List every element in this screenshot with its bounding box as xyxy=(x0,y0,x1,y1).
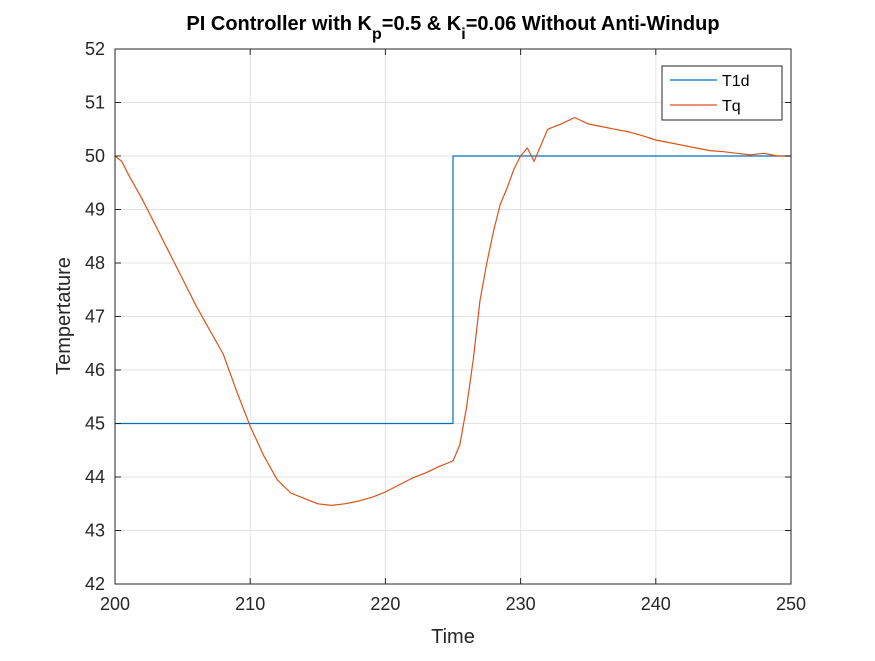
x-tick-label: 220 xyxy=(370,594,400,614)
title-part: PI Controller with K xyxy=(186,13,372,35)
series-line-tq xyxy=(114,116,791,506)
tick-marks xyxy=(114,48,792,585)
y-tick-label: 49 xyxy=(85,200,105,220)
x-tick-label: 230 xyxy=(506,594,536,614)
legend-label-t1d: T1d xyxy=(722,73,750,90)
y-tick-label: 45 xyxy=(85,414,105,434)
x-tick-label: 240 xyxy=(641,594,671,614)
x-tick-label: 200 xyxy=(100,594,130,614)
y-axis-label: Tempertature xyxy=(53,257,75,375)
x-tick-label: 210 xyxy=(235,594,265,614)
legend-box xyxy=(661,65,783,121)
x-tick-label: 250 xyxy=(776,594,806,614)
y-tick-label: 42 xyxy=(85,574,105,594)
y-tick-label: 43 xyxy=(85,521,105,541)
y-tick-label: 52 xyxy=(85,39,105,59)
y-tick-label: 46 xyxy=(85,360,105,380)
series-line-t1d xyxy=(115,155,791,425)
title-part: =0.5 & K xyxy=(382,13,462,35)
plot-lines xyxy=(114,116,791,506)
y-tick-label: 51 xyxy=(85,93,105,113)
y-tick-label: 48 xyxy=(85,253,105,273)
x-axis-label: Time xyxy=(431,626,475,648)
legend-label-tq: Tq xyxy=(722,98,741,115)
y-tick-label: 50 xyxy=(85,146,105,166)
chart-title: PI Controller with Kp=0.5 & Ki=0.06 With… xyxy=(186,13,719,43)
y-tick-label: 47 xyxy=(85,307,105,327)
title-subscript: i xyxy=(461,26,465,43)
title-part: =0.06 Without Anti-Windup xyxy=(466,13,720,35)
tick-labels: 200 210 220 230 240 250 42 43 44 45 46 47 48 49 50 51 52 xyxy=(85,39,806,614)
legend: T1d Tq xyxy=(661,65,783,121)
title-subscript: p xyxy=(372,26,382,43)
y-tick-label: 44 xyxy=(85,467,105,487)
